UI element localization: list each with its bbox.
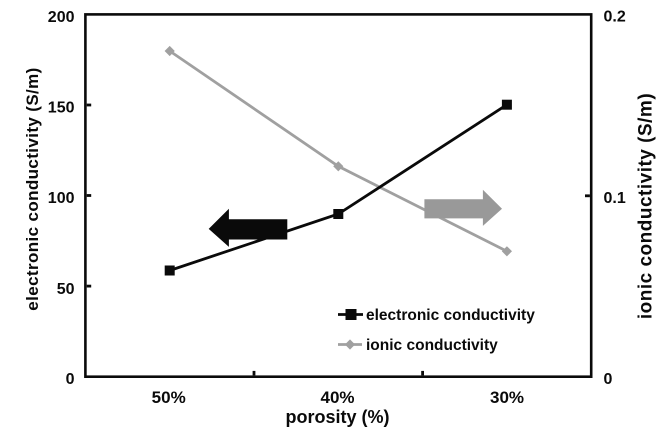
svg-text:100: 100 bbox=[48, 190, 75, 207]
svg-text:electronic conductivity (S/m): electronic conductivity (S/m) bbox=[23, 67, 42, 310]
svg-text:50%: 50% bbox=[152, 388, 186, 407]
svg-text:50: 50 bbox=[57, 281, 75, 298]
svg-text:porosity (%): porosity (%) bbox=[285, 407, 389, 427]
svg-text:30%: 30% bbox=[490, 388, 524, 407]
svg-text:electronic conductivity: electronic conductivity bbox=[366, 307, 535, 324]
svg-text:0: 0 bbox=[604, 371, 613, 388]
svg-text:150: 150 bbox=[48, 100, 75, 117]
svg-text:ionic conductivity: ionic conductivity bbox=[366, 337, 498, 354]
svg-text:ionic conductivity (S/m): ionic conductivity (S/m) bbox=[636, 93, 657, 319]
svg-text:0: 0 bbox=[66, 371, 75, 388]
svg-text:0.2: 0.2 bbox=[604, 9, 626, 26]
svg-text:40%: 40% bbox=[320, 388, 354, 407]
svg-text:0.1: 0.1 bbox=[604, 190, 626, 207]
svg-text:200: 200 bbox=[48, 9, 75, 26]
